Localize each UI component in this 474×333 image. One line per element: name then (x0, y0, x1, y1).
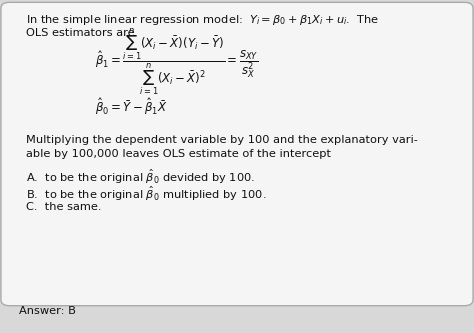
Text: Answer: B: Answer: B (19, 306, 76, 316)
Text: able by 100,000 leaves OLS estimate of the intercept: able by 100,000 leaves OLS estimate of t… (26, 149, 331, 159)
Text: B.  to be the original $\hat{\beta}_0$ multiplied by 100.: B. to be the original $\hat{\beta}_0$ mu… (26, 185, 266, 203)
Text: C.  the same.: C. the same. (26, 202, 101, 212)
Text: Multiplying the dependent variable by 100 and the explanatory vari-: Multiplying the dependent variable by 10… (26, 135, 418, 145)
Text: $\hat{\beta}_0 = \bar{Y} - \hat{\beta}_1\bar{X}$: $\hat{\beta}_0 = \bar{Y} - \hat{\beta}_1… (95, 96, 167, 117)
Text: $\hat{\beta}_1 = \dfrac{\sum_{i=1}^{n}(X_i - \bar{X})(Y_i - \bar{Y})}{\sum_{i=1}: $\hat{\beta}_1 = \dfrac{\sum_{i=1}^{n}(X… (95, 26, 258, 97)
Text: A.  to be the original $\hat{\beta}_0$ devided by 100.: A. to be the original $\hat{\beta}_0$ de… (26, 167, 255, 185)
Text: In the simple linear regression model:  $Y_i = \beta_0 + \beta_1 X_i + u_i$.  Th: In the simple linear regression model: $… (26, 13, 379, 27)
FancyBboxPatch shape (1, 2, 473, 306)
Text: OLS estimators are: OLS estimators are (26, 28, 135, 38)
